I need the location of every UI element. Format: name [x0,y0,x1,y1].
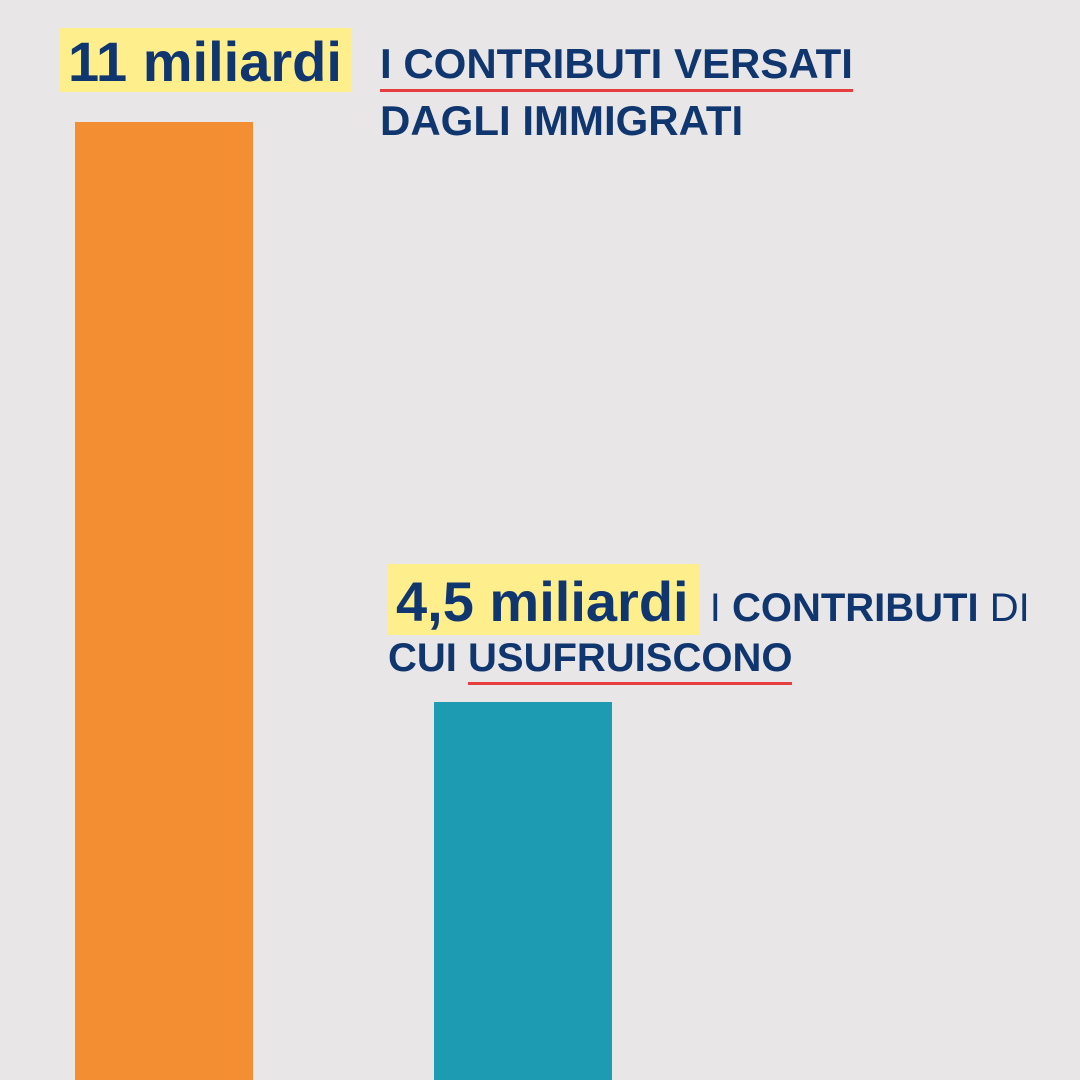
desc-received-thin-i: I [710,586,732,630]
value-label-paid: 11 miliardi [60,28,352,92]
infographic-canvas: 11 miliardi I CONTRIBUTI VERSATI DAGLI I… [0,0,1080,1080]
desc-received-tail: DI [979,586,1030,630]
value-label-received: 4,5 miliardi [388,564,699,635]
desc-received-part-b: CUI USUFRUISCONO [388,636,792,685]
desc-received-contributi: CONTRIBUTI [732,586,979,630]
desc-received-cui: CUI [388,636,468,680]
desc-paid-line2: DAGLI IMMIGRATI [380,97,743,144]
desc-received-part-a: I CONTRIBUTI DI [710,586,1030,630]
desc-paid-line1: I CONTRIBUTI VERSATI [380,40,853,92]
bar-received [434,702,612,1080]
desc-received-usufruiscono: USUFRUISCONO [468,636,792,685]
desc-paid: I CONTRIBUTI VERSATI DAGLI IMMIGRATI [380,36,853,149]
label-block-received: 4,5 miliardi I CONTRIBUTI DI CUI USUFRUI… [388,574,1030,683]
bar-paid [75,122,253,1080]
